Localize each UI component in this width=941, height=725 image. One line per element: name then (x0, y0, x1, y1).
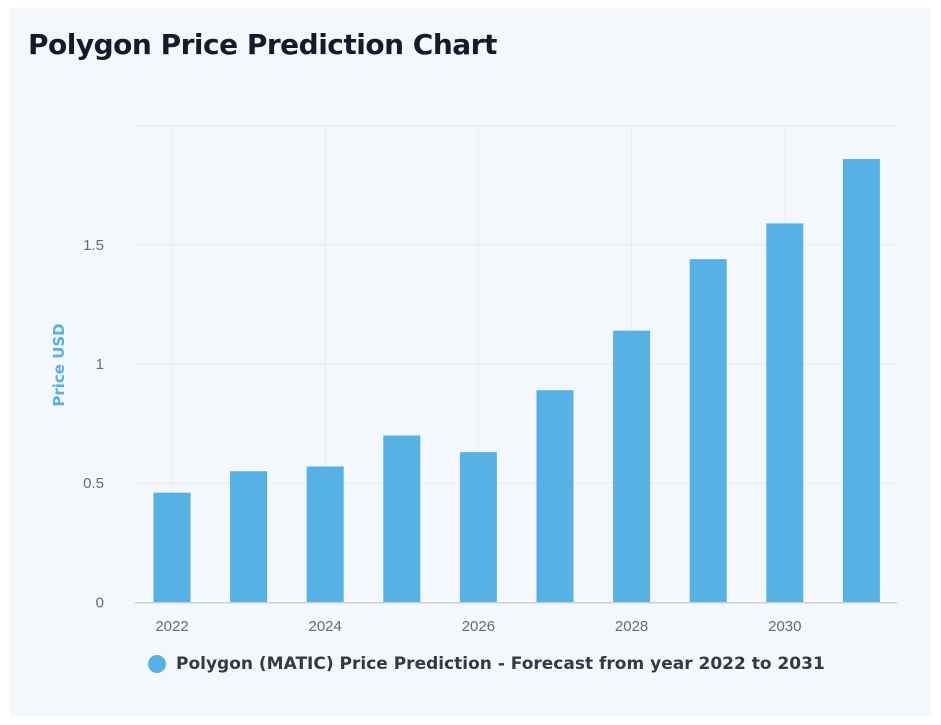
chart-title: Polygon Price Prediction Chart (28, 28, 497, 61)
legend-marker (148, 655, 166, 673)
bar-2024 (306, 466, 344, 603)
bar-2023 (230, 471, 268, 603)
legend-label: Polygon (MATIC) Price Prediction - Forec… (176, 654, 825, 674)
bar-2027 (536, 390, 574, 603)
y-tick-label: 0 (96, 594, 104, 611)
x-tick-label: 2028 (615, 618, 648, 635)
x-tick-label: 2022 (155, 618, 188, 635)
x-tick-label: 2024 (309, 618, 342, 635)
legend[interactable]: Polygon (MATIC) Price Prediction - Forec… (148, 654, 825, 674)
bar-2031 (842, 159, 880, 603)
x-tick-label: 2026 (462, 618, 495, 635)
bar-2022 (153, 492, 191, 603)
bar-2029 (689, 259, 727, 603)
y-tick-label: 0.5 (83, 475, 104, 492)
bar-2025 (383, 435, 421, 603)
x-tick-label: 2030 (768, 618, 801, 635)
y-axis-label: Price USD (50, 323, 68, 406)
y-tick-label: 1.5 (83, 237, 104, 254)
bar-2026 (459, 452, 497, 603)
y-tick-label: 1 (96, 356, 104, 373)
bar-2028 (613, 330, 651, 603)
bar-2030 (766, 223, 804, 603)
